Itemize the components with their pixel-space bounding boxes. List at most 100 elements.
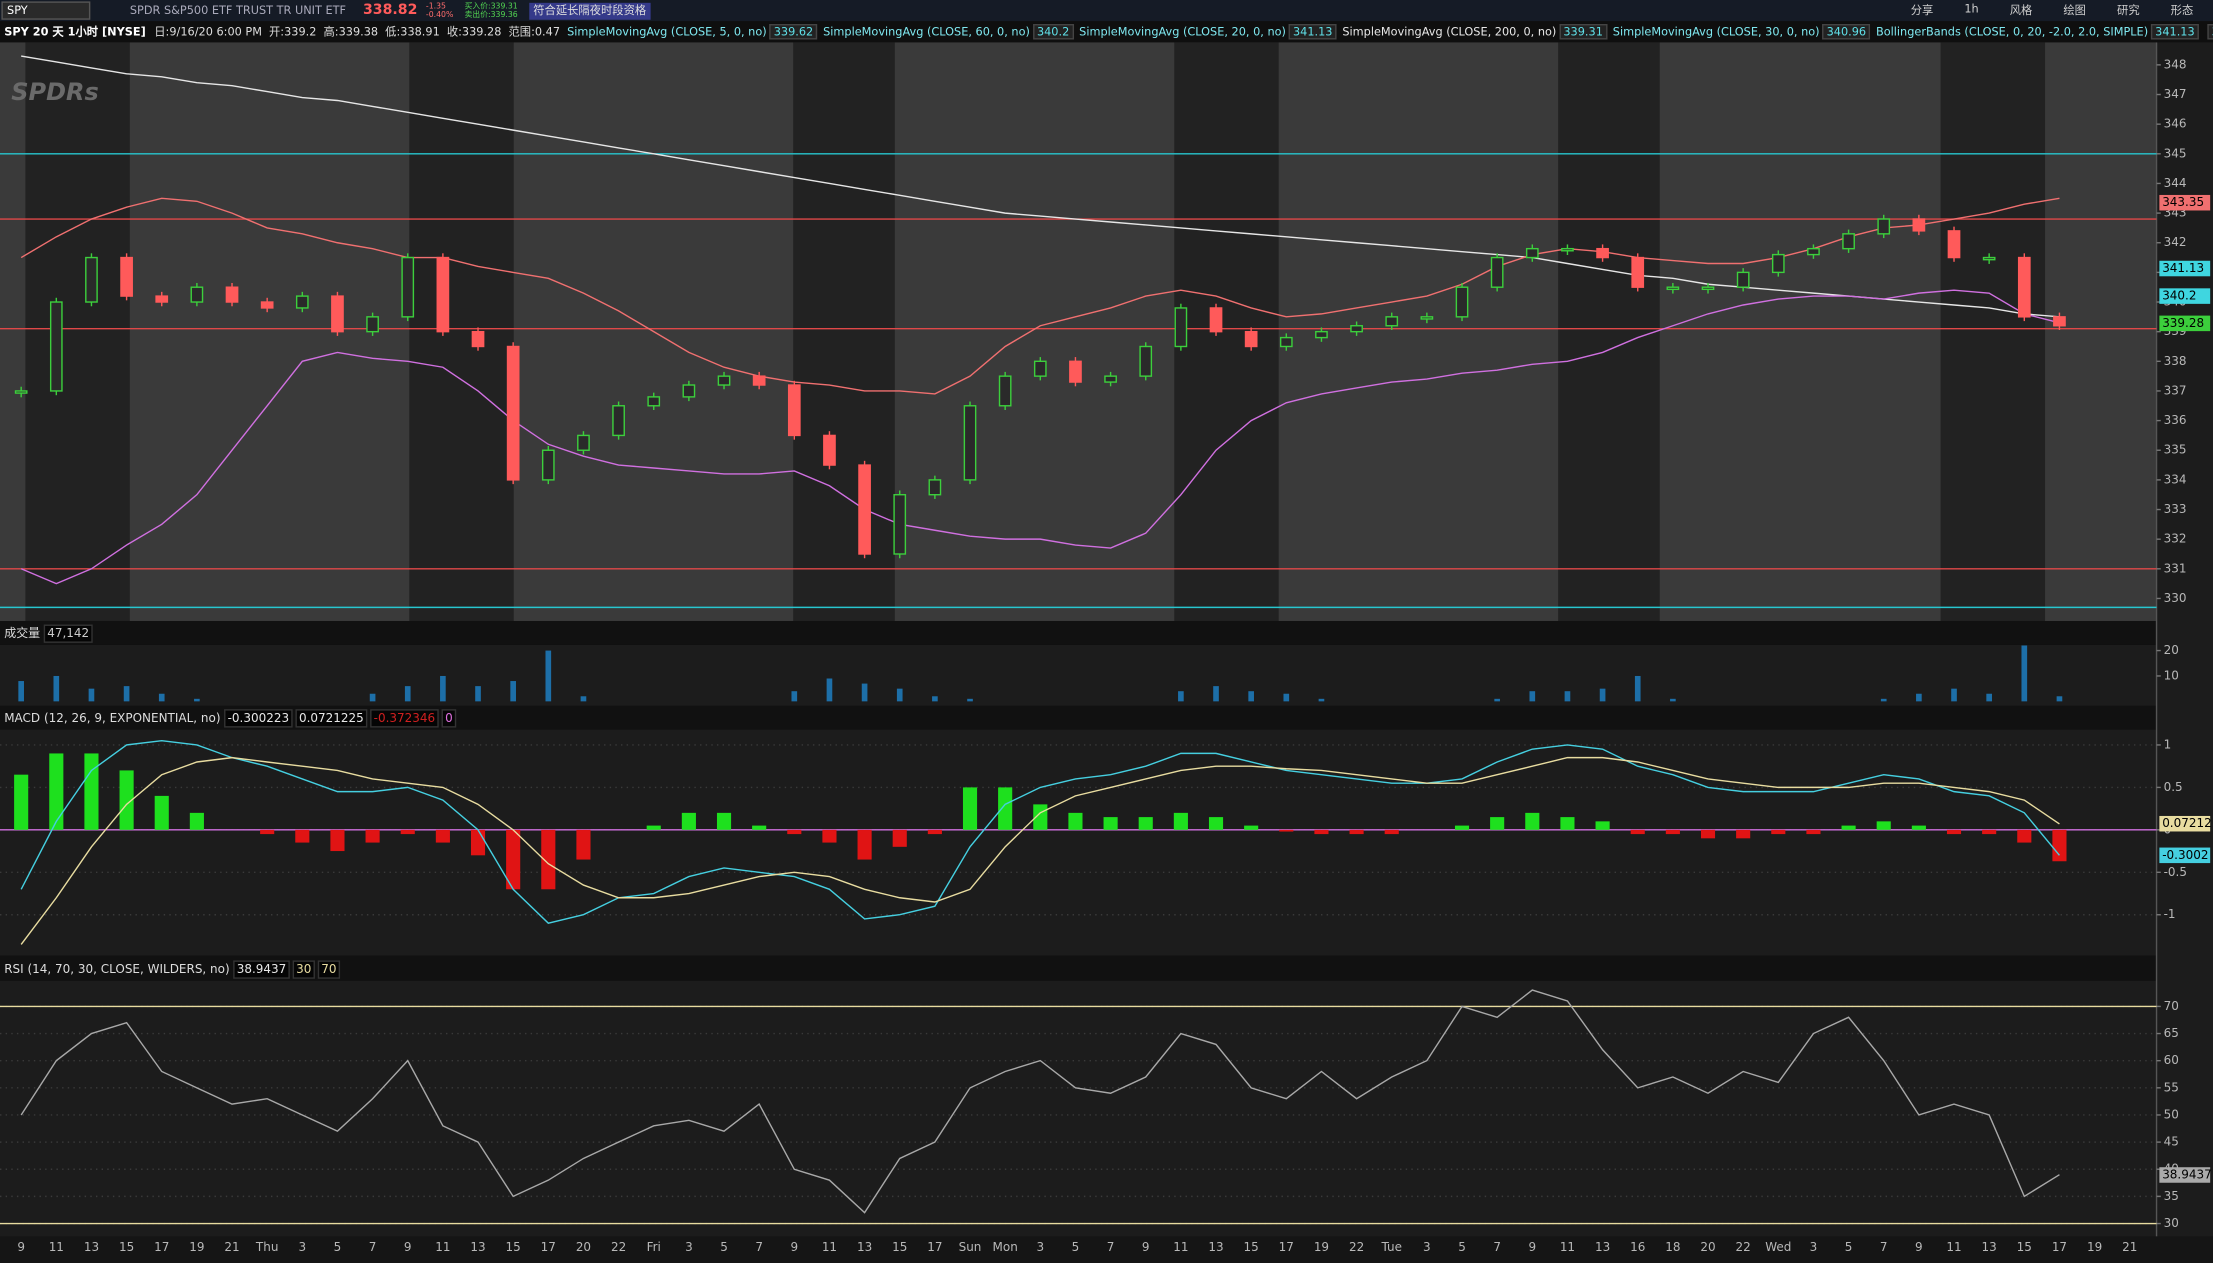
study-label: SimpleMovingAvg (CLOSE, 30, 0, no) — [1612, 25, 1820, 39]
histogram-bar — [1068, 812, 1083, 830]
histogram-bar — [49, 753, 64, 830]
price-tag — [2159, 288, 2211, 304]
volume-bar — [2021, 645, 2028, 702]
button[interactable]: 研究 — [2117, 4, 2140, 17]
candle — [1947, 230, 1961, 259]
x-tick-label: 5 — [1072, 1240, 1080, 1254]
volume-bar — [369, 693, 376, 702]
symbol-input[interactable]: SPY — [1, 1, 91, 20]
histogram-bar — [506, 829, 521, 890]
field: 低:338.91 — [385, 25, 440, 39]
volume-bar — [2056, 696, 2063, 702]
indicator-line — [20, 289, 2060, 585]
x-tick-label: 15 — [119, 1240, 134, 1254]
watermark: SPDRs — [11, 78, 99, 106]
description: SPDR S&P500 ETF TRUST TR UNIT ETF — [129, 4, 347, 17]
x-tick-label: 19 — [2087, 1240, 2102, 1254]
candle — [1139, 345, 1153, 377]
y-tick-label: 20 — [2164, 643, 2179, 657]
candle — [1279, 336, 1293, 348]
x-tick-label: 22 — [1349, 1240, 1364, 1254]
study-value: 339.31 — [1559, 23, 1608, 40]
quotes: 买入价:339.31 卖出价:339.36 — [465, 2, 518, 19]
candle — [1174, 307, 1188, 348]
histogram-bar — [1560, 817, 1575, 830]
readout: 0.0721225 — [299, 711, 364, 725]
histogram-bar — [84, 753, 99, 830]
volume-bar — [545, 650, 552, 702]
histogram-bar — [260, 829, 275, 835]
candle — [1561, 247, 1574, 252]
x-tick-label: 7 — [1880, 1240, 1888, 1254]
candle — [1315, 330, 1328, 339]
button[interactable]: 1h — [1964, 2, 1979, 16]
x-tick-label: 7 — [1493, 1240, 1501, 1254]
price-tag-label: 38.9437 — [2162, 1167, 2212, 1181]
histogram-bar — [435, 829, 450, 843]
session-shade — [409, 42, 514, 621]
toolbar: SPY SPDR S&P500 ETF TRUST TR UNIT ETF 33… — [0, 0, 2213, 22]
study-label: BollingerBands (CLOSE, 0, 20, -2.0, 2.0,… — [1875, 25, 2149, 39]
button[interactable]: 风格 — [2009, 4, 2033, 17]
y-tick-label: 30 — [2164, 1216, 2179, 1230]
readout: -0.372346 — [374, 711, 436, 725]
panel-header — [0, 620, 2157, 645]
y-tick-label: 345 — [2164, 146, 2187, 160]
candle — [647, 396, 661, 407]
candle — [928, 479, 942, 496]
volume-bar — [1318, 698, 1325, 702]
volume-bar — [475, 686, 481, 702]
button[interactable]: 分享 — [1910, 4, 1934, 17]
volume-bar — [1599, 688, 1606, 702]
y-tick-label: 10 — [2164, 668, 2179, 682]
candle — [1525, 247, 1539, 259]
x-tick-label: 13 — [1595, 1240, 1610, 1254]
x-tick-label: 18 — [1665, 1240, 1680, 1254]
x-tick-label: 17 — [927, 1240, 942, 1254]
y-tick-label: 347 — [2164, 87, 2187, 101]
x-tick-label: 21 — [2122, 1240, 2137, 1254]
study-value: 341.13 — [2150, 23, 2199, 40]
candle — [506, 345, 520, 481]
volume-bar — [1564, 691, 1571, 702]
histogram-bar — [1314, 829, 1329, 835]
candle — [1209, 307, 1223, 333]
x-tick-label: 7 — [369, 1240, 377, 1254]
histogram-bar — [330, 829, 345, 852]
histogram-bar — [1946, 829, 1962, 835]
button[interactable]: 形态 — [2170, 4, 2194, 17]
x-tick-label: 3 — [1036, 1240, 1044, 1254]
study-value: 340.2 — [1032, 23, 1074, 40]
candle — [787, 384, 801, 437]
histogram-bar — [1736, 829, 1751, 839]
readout-box — [224, 709, 293, 728]
y-tick-label: -0.5 — [2164, 865, 2187, 879]
y-tick-label: 65 — [2164, 1026, 2179, 1040]
volume-bar — [123, 686, 130, 702]
panel-header — [0, 955, 2157, 981]
field: 高:339.38 — [323, 25, 379, 39]
x-tick-label: 11 — [1173, 1240, 1188, 1254]
x-tick-label: 17 — [541, 1240, 556, 1254]
x-tick-label: 20 — [576, 1240, 591, 1254]
readout: 30 — [296, 962, 311, 976]
volume-bar — [1634, 675, 1641, 702]
x-tick-label: 13 — [1208, 1240, 1223, 1254]
x-tick-label: Sun — [959, 1240, 982, 1254]
x-tick-label: 9 — [790, 1240, 798, 1254]
y-tick-label: 336 — [2164, 413, 2187, 427]
y-tick-label: 332 — [2164, 532, 2187, 546]
histogram-bar — [892, 829, 907, 847]
chart-title: SPY 20 天 1小时 [NYSE] — [4, 25, 146, 39]
x-tick-label: 19 — [189, 1240, 204, 1254]
candle — [1033, 360, 1047, 377]
candle — [1420, 316, 1434, 320]
y-tick-label: 60 — [2164, 1053, 2179, 1067]
indicator-line — [21, 55, 2060, 318]
candle — [998, 375, 1012, 407]
x-tick-label: Thu — [255, 1240, 279, 1254]
histogram-bar — [1630, 829, 1645, 835]
x-tick-label: 11 — [822, 1240, 837, 1254]
candle — [366, 316, 379, 333]
button[interactable]: 绘图 — [2063, 4, 2086, 17]
